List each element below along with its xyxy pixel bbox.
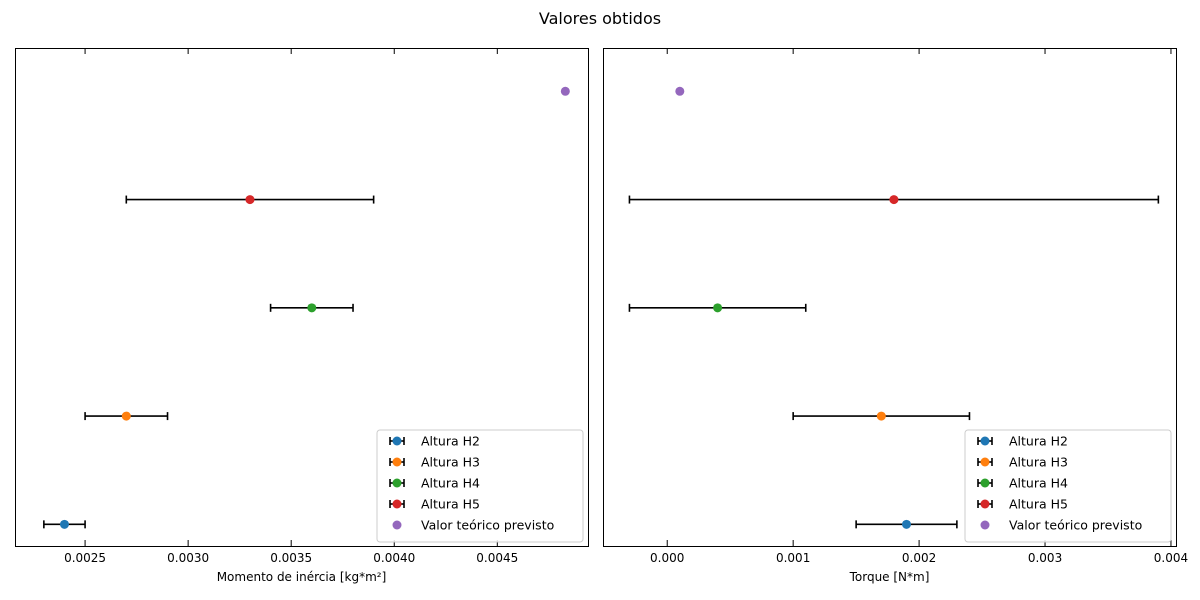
- legend: Altura H2 Altura H3 Altura H4 Altura H5 Valo…: [376, 429, 584, 543]
- x-tick-label: 0.0040: [373, 551, 415, 565]
- x-axis-label: Torque [N*m]: [849, 570, 930, 584]
- series-altura-h3: [84, 411, 169, 421]
- legend-entry: Altura H3: [389, 455, 480, 470]
- x-tick-label: 0.0035: [270, 551, 312, 565]
- x-tick-label: 0.0030: [167, 551, 209, 565]
- legend-label: Altura H5: [1009, 497, 1068, 512]
- legend-entry: Altura H2: [389, 434, 480, 449]
- data-point: [713, 303, 723, 313]
- legend-marker: [392, 499, 402, 509]
- data-point: [560, 86, 570, 96]
- legend-entry: Altura H5: [389, 497, 480, 512]
- chart-panel-1: 0.0025 0.0030 0.0035 0.0040 0.0045 Momento de…: [15, 48, 589, 584]
- legend-marker: [980, 520, 990, 530]
- x-tick-label: 0.004: [1154, 551, 1188, 565]
- x-tick-label: 0.003: [1028, 551, 1062, 565]
- legend-label: Altura H3: [1009, 455, 1068, 470]
- legend-box: [376, 429, 584, 543]
- x-tick-label: 0.000: [650, 551, 684, 565]
- legend-label: Altura H5: [421, 497, 480, 512]
- legend-marker: [392, 457, 402, 467]
- legend-marker: [980, 478, 990, 488]
- series-altura-h3: [792, 411, 971, 421]
- series-altura-h4: [269, 303, 354, 313]
- data-point: [307, 303, 317, 313]
- legend-entry: Altura H4: [389, 476, 480, 491]
- series-altura-h5: [628, 195, 1160, 205]
- legend-label: Altura H2: [1009, 434, 1068, 449]
- legend-label: Valor teórico previsto: [1009, 518, 1142, 533]
- legend-entry: Altura H2: [977, 434, 1068, 449]
- data-point: [889, 195, 899, 205]
- data-point: [876, 411, 886, 421]
- axes-frame: [603, 48, 1177, 547]
- data-point: [675, 86, 685, 96]
- legend-entry: Altura H4: [977, 476, 1068, 491]
- series-valor-te-rico-previsto: [560, 86, 570, 96]
- series-altura-h4: [628, 303, 807, 313]
- chart-panel-2: 0.000 0.001 0.002 0.003 0.004 Torque [N*m] Alt…: [603, 48, 1188, 584]
- series-altura-h5: [125, 195, 375, 205]
- x-tick-label: 0.002: [902, 551, 936, 565]
- axes-frame: [15, 48, 589, 547]
- series-valor-te-rico-previsto: [675, 86, 685, 96]
- legend-marker: [392, 436, 402, 446]
- legend-marker: [980, 499, 990, 509]
- x-tick-label: 0.0025: [64, 551, 106, 565]
- legend-entry: Altura H5: [977, 497, 1068, 512]
- data-point: [121, 411, 131, 421]
- legend-marker: [392, 520, 402, 530]
- legend-label: Altura H4: [421, 476, 480, 491]
- legend-label: Altura H3: [421, 455, 480, 470]
- data-point: [59, 519, 69, 529]
- x-axis-label: Momento de inércia [kg*m²]: [217, 570, 387, 584]
- data-point: [245, 195, 255, 205]
- legend-entry: Valor teórico previsto: [980, 518, 1142, 533]
- legend-label: Altura H2: [421, 434, 480, 449]
- legend: Altura H2 Altura H3 Altura H4 Altura H5 Valo…: [964, 429, 1172, 543]
- figure-title: Valores obtidos: [538, 9, 662, 28]
- x-tick-label: 0.001: [776, 551, 810, 565]
- legend-entry: Valor teórico previsto: [392, 518, 554, 533]
- legend-marker: [980, 457, 990, 467]
- legend-marker: [980, 436, 990, 446]
- legend-label: Altura H4: [1009, 476, 1068, 491]
- x-tick-label: 0.0045: [476, 551, 518, 565]
- legend-entry: Altura H3: [977, 455, 1068, 470]
- legend-box: [964, 429, 1172, 543]
- legend-marker: [392, 478, 402, 488]
- data-point: [902, 519, 912, 529]
- legend-label: Valor teórico previsto: [421, 518, 554, 533]
- series-altura-h2: [855, 519, 958, 529]
- series-altura-h2: [43, 519, 86, 529]
